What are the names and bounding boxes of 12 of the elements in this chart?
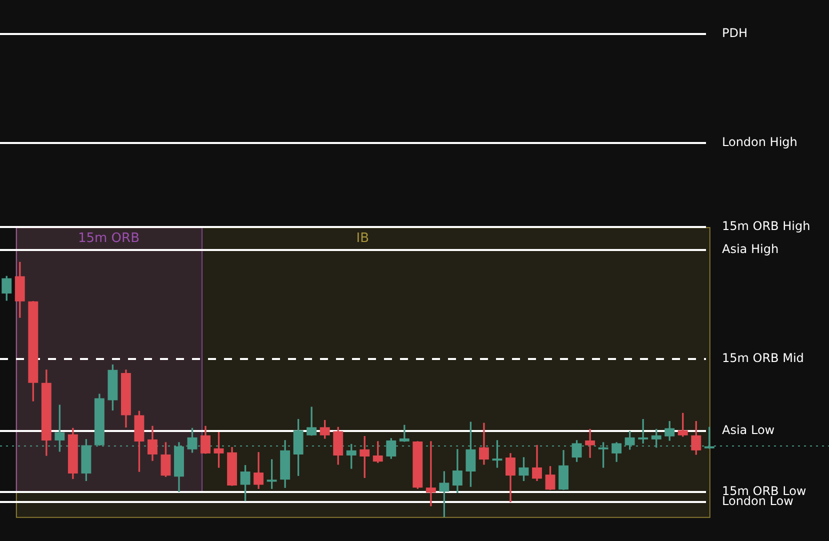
band-label: IB [356,230,370,246]
ref-line-label: 15m ORB High [722,219,810,234]
candlestick [585,428,596,458]
ref-line-label: London Low [722,494,794,508]
band-label: 15m ORB [78,230,140,246]
ref-line-label: Asia High [722,242,779,256]
candlestick [426,441,436,506]
ref-line-label: PDH [722,26,748,40]
ref-line-label: London High [722,135,798,150]
ref-line-label: Asia Low [722,423,775,438]
candlestick [638,418,648,444]
ref-line-label: 15m ORB Mid [722,351,804,366]
